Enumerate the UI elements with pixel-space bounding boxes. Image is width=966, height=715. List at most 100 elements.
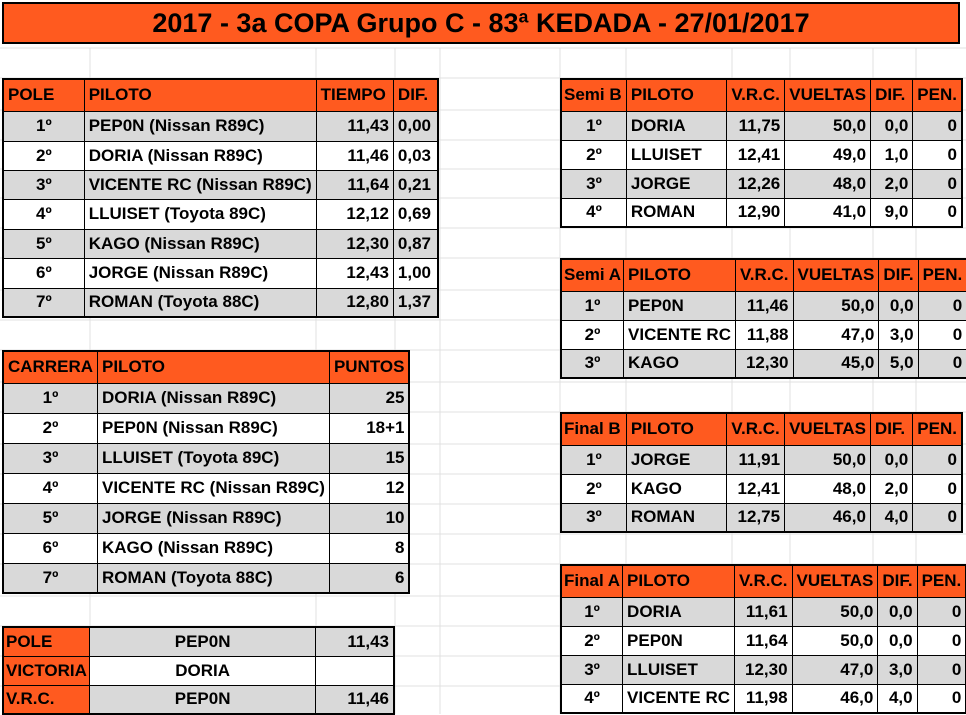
heat-pen: 0 <box>916 596 966 627</box>
pole-tiempo: 12,12 <box>315 198 394 230</box>
heat-vrc: 12,41 <box>726 473 786 504</box>
heat-vueltas: 45,0 <box>792 348 880 379</box>
carrera-row: 4º VICENTE RC (Nissan R89C) 12 <box>2 472 410 504</box>
heat-row: 3º LLUISET 12,30 47,0 3,0 0 <box>560 654 966 685</box>
heat-dif: 9,0 <box>870 197 914 228</box>
heat-dif: 0,0 <box>870 110 914 141</box>
heat-vueltas: 50,0 <box>784 444 871 475</box>
pole-piloto: LLUISET (Toyota 89C) <box>83 198 317 230</box>
pole-piloto: DORIA (Nissan R89C) <box>83 140 317 171</box>
heat-pen: 0 <box>917 290 966 321</box>
heat-pen: 0 <box>912 444 963 475</box>
heat-vrc: 11,88 <box>734 319 794 350</box>
carrera-header-row: CARRERA PILOTO PUNTOS <box>2 350 410 384</box>
carrera-header-pos: CARRERA <box>2 350 98 384</box>
pole-dif: 0,03 <box>392 140 439 171</box>
heat-dif: 0,0 <box>878 290 919 321</box>
heat-name: Semi B <box>560 78 627 112</box>
pole-row: 6º JORGE (Nissan R89C) 12,43 1,00 <box>2 257 439 289</box>
heat-header-cell: V.R.C. <box>734 258 794 292</box>
pole-dif: 0,21 <box>392 169 439 200</box>
heat-piloto: ROMAN <box>625 502 728 533</box>
heat-vueltas: 46,0 <box>791 683 879 714</box>
heat-piloto: JORGE <box>625 444 728 475</box>
heat-dif: 0,0 <box>877 596 918 627</box>
heat-header-cell: VUELTAS <box>784 78 872 112</box>
heat-pen: 0 <box>912 139 963 170</box>
heat-dif: 0,0 <box>877 625 918 656</box>
heat-dif: 3,0 <box>877 654 918 685</box>
pole-tiempo: 12,30 <box>315 228 394 259</box>
pole-pos: 6º <box>2 257 85 289</box>
pole-row: 2º DORIA (Nissan R89C) 11,46 0,03 <box>2 140 439 171</box>
heat-row: 1º DORIA 11,75 50,0 0,0 0 <box>560 110 963 141</box>
heat-row: 1º JORGE 11,91 50,0 0,0 0 <box>560 444 963 475</box>
pole-row: 5º KAGO (Nissan R89C) 12,30 0,87 <box>2 228 439 259</box>
carrera-pos: 2º <box>2 412 98 444</box>
pole-header-piloto: PILOTO <box>83 78 317 112</box>
pole-piloto: PEP0N (Nissan R89C) <box>83 110 317 142</box>
heat-piloto: ROMAN <box>625 197 728 228</box>
heat-dif: 4,0 <box>877 683 918 714</box>
heat-header-cell: V.R.C. <box>726 78 786 112</box>
pole-row: 7º ROMAN (Toyota 88C) 12,80 1,37 <box>2 287 439 318</box>
heat-pos: 4º <box>560 197 627 228</box>
heat-piloto: JORGE <box>625 168 728 199</box>
heat-vueltas: 41,0 <box>784 197 872 228</box>
heat-pos: 2º <box>560 473 627 504</box>
heat-row: 4º VICENTE RC 11,98 46,0 4,0 0 <box>560 683 966 714</box>
heat-pen: 0 <box>912 473 963 504</box>
heat-row: 3º JORGE 12,26 48,0 2,0 0 <box>560 168 963 199</box>
heat-vueltas: 48,0 <box>784 168 872 199</box>
heat-table-final-b: Final B PILOTO V.R.C. VUELTAS DIF. PEN. 1º JORG… <box>560 412 963 533</box>
heat-header-cell: PEN. <box>916 564 966 598</box>
summary-label: V.R.C. <box>2 684 91 715</box>
pole-pos: 1º <box>2 110 85 142</box>
heat-name: Final B <box>560 412 627 446</box>
heat-header-cell: DIF. <box>877 564 918 598</box>
carrera-header-piloto: PILOTO <box>97 350 330 384</box>
heat-dif: 1,0 <box>870 139 914 170</box>
heat-header-cell: PEN. <box>912 78 963 112</box>
summary-piloto: PEP0N <box>89 626 316 657</box>
carrera-row: 6º KAGO (Nissan R89C) 8 <box>2 532 410 564</box>
pole-tiempo: 11,46 <box>315 140 394 171</box>
heat-pos: 2º <box>560 625 624 656</box>
heat-vrc: 12,41 <box>726 139 786 170</box>
summary-row: V.R.C. PEP0N 11,46 <box>2 684 395 715</box>
carrera-puntos: 15 <box>328 442 410 474</box>
heat-row: 2º VICENTE RC 11,88 47,0 3,0 0 <box>560 319 966 350</box>
heat-header-cell: PILOTO <box>622 564 736 598</box>
pole-pos: 5º <box>2 228 85 259</box>
heat-header-row: Semi A PILOTO V.R.C. VUELTAS DIF. PEN. <box>560 258 966 292</box>
carrera-puntos: 25 <box>328 382 410 414</box>
heat-vrc: 12,30 <box>734 348 794 379</box>
pole-tiempo: 11,43 <box>315 110 394 142</box>
carrera-piloto: LLUISET (Toyota 89C) <box>97 442 330 474</box>
carrera-piloto: ROMAN (Toyota 88C) <box>97 562 330 594</box>
pole-piloto: KAGO (Nissan R89C) <box>83 228 317 259</box>
heat-vrc: 11,98 <box>734 683 793 714</box>
carrera-puntos: 8 <box>328 532 410 564</box>
heat-table-final-a: Final A PILOTO V.R.C. VUELTAS DIF. PEN. 1º DORI… <box>560 564 966 714</box>
heat-row: 3º ROMAN 12,75 46,0 4,0 0 <box>560 502 963 533</box>
pole-header-pos: POLE <box>2 78 85 112</box>
heat-piloto: VICENTE RC <box>623 319 736 350</box>
carrera-pos: 6º <box>2 532 98 564</box>
summary-label: VICTORIA <box>2 655 91 686</box>
summary-piloto: DORIA <box>89 655 316 686</box>
heat-piloto: KAGO <box>625 473 728 504</box>
heat-vrc: 12,90 <box>726 197 786 228</box>
summary-row: POLE PEP0N 11,43 <box>2 626 395 657</box>
summary-label: POLE <box>2 626 91 657</box>
pole-tiempo: 12,80 <box>315 287 394 318</box>
heat-header-cell: DIF. <box>870 78 914 112</box>
heat-row: 2º LLUISET 12,41 49,0 1,0 0 <box>560 139 963 170</box>
pole-piloto: ROMAN (Toyota 88C) <box>83 287 317 318</box>
pole-tiempo: 11,64 <box>315 169 394 200</box>
heat-row: 1º PEP0N 11,46 50,0 0,0 0 <box>560 290 966 321</box>
heat-piloto: VICENTE RC <box>622 683 736 714</box>
pole-piloto: JORGE (Nissan R89C) <box>83 257 317 289</box>
heat-pos: 1º <box>560 110 627 141</box>
heat-pen: 0 <box>916 654 966 685</box>
